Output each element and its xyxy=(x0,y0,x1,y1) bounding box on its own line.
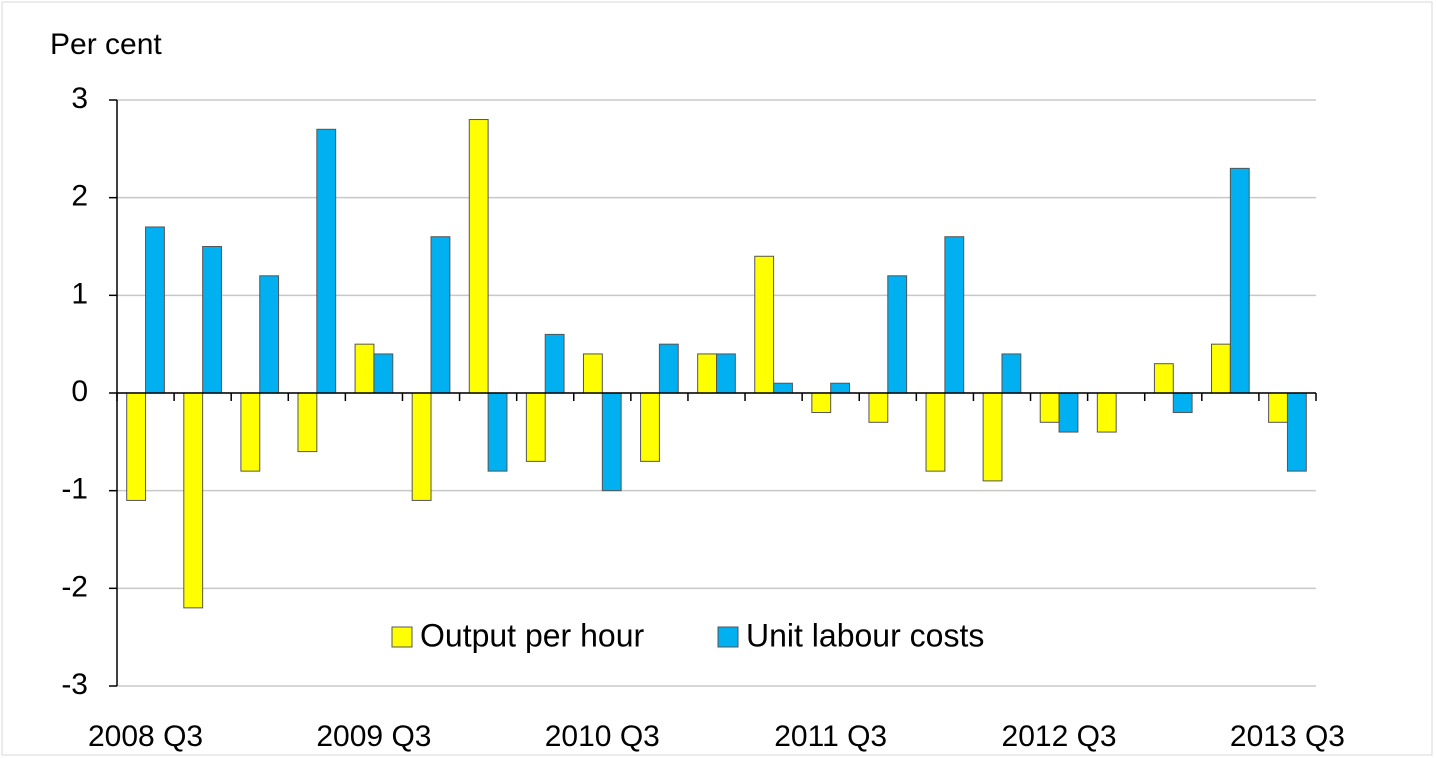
bar xyxy=(525,392,546,462)
y-tick-label: 0 xyxy=(71,375,88,408)
bar xyxy=(640,392,660,462)
bar xyxy=(259,275,280,394)
y-tick-label: 1 xyxy=(71,277,88,310)
bar xyxy=(811,392,832,414)
bar xyxy=(925,392,946,472)
bar xyxy=(1229,167,1250,394)
x-tick-label: 2012 Q3 xyxy=(1002,720,1117,753)
bar xyxy=(582,353,603,394)
y-tick-label: 3 xyxy=(71,82,88,115)
y-axis-label: Per cent xyxy=(50,28,162,61)
x-tick-label: 2013 Q3 xyxy=(1230,720,1345,753)
bar xyxy=(1286,392,1307,472)
y-tick-label: -3 xyxy=(61,668,88,701)
bar xyxy=(487,392,508,472)
bar xyxy=(145,226,165,394)
bar xyxy=(773,382,793,394)
legend-label: Unit labour costs xyxy=(746,617,984,653)
x-tick-label: 2010 Q3 xyxy=(545,720,660,753)
bar xyxy=(601,392,622,492)
x-tick-label: 2011 Q3 xyxy=(774,720,887,753)
y-tick-label: -2 xyxy=(61,570,88,603)
legend-swatch xyxy=(391,626,413,648)
bar xyxy=(1039,392,1060,423)
bar xyxy=(868,392,889,423)
legend-swatch xyxy=(717,626,739,648)
bar xyxy=(1153,363,1174,394)
bar xyxy=(944,236,965,394)
bar xyxy=(716,353,736,394)
bar xyxy=(754,255,775,394)
bar xyxy=(1268,392,1288,423)
bar xyxy=(183,392,204,609)
bar xyxy=(544,333,565,394)
bar xyxy=(297,392,318,453)
bar xyxy=(1096,392,1117,433)
bar xyxy=(468,119,489,394)
y-tick-label: -1 xyxy=(61,473,88,506)
bar xyxy=(373,353,394,394)
bar xyxy=(430,236,451,394)
bar xyxy=(982,392,1003,482)
x-tick-label: 2009 Q3 xyxy=(316,720,431,753)
bar xyxy=(887,275,908,394)
bar xyxy=(354,343,375,394)
bar xyxy=(202,246,222,394)
bar xyxy=(126,392,147,501)
bar xyxy=(830,382,851,394)
bar xyxy=(240,392,261,472)
bar xyxy=(1172,392,1193,414)
legend-label: Output per hour xyxy=(420,617,644,653)
bar xyxy=(411,392,432,501)
bar xyxy=(1001,353,1022,394)
bar xyxy=(658,343,679,394)
bar xyxy=(1211,343,1231,394)
bar xyxy=(316,128,337,394)
bar xyxy=(1058,392,1079,433)
bar xyxy=(697,353,717,394)
y-tick-label: 2 xyxy=(71,180,88,213)
x-tick-label: 2008 Q3 xyxy=(88,720,203,753)
